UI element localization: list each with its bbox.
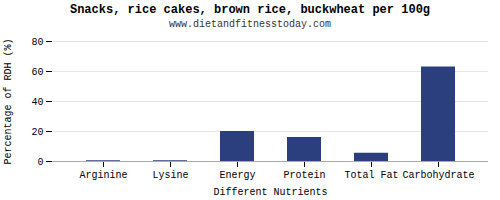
- svg-text:20: 20: [31, 127, 43, 138]
- svg-text:Percentage of RDH (%): Percentage of RDH (%): [3, 38, 14, 164]
- svg-text:Different Nutrients: Different Nutrients: [213, 187, 327, 198]
- svg-text:Energy: Energy: [219, 170, 255, 181]
- svg-text:80: 80: [31, 37, 43, 48]
- svg-text:Total Fat: Total Fat: [344, 170, 398, 181]
- svg-text:Protein: Protein: [283, 170, 325, 181]
- svg-text:40: 40: [31, 97, 43, 108]
- svg-text:Arginine: Arginine: [79, 170, 127, 181]
- svg-text:60: 60: [31, 67, 43, 78]
- html-text:www.dietandfitnesstoday.com: www.dietandfitnesstoday.com: [169, 19, 331, 30]
- svg-text:0: 0: [37, 157, 43, 168]
- svg-text:Lysine: Lysine: [152, 170, 188, 181]
- html-text:Snacks, rice cakes, brown rice: Snacks, rice cakes, brown rice, buckwhea…: [70, 3, 430, 17]
- svg-text:Carbohydrate: Carbohydrate: [402, 170, 474, 181]
